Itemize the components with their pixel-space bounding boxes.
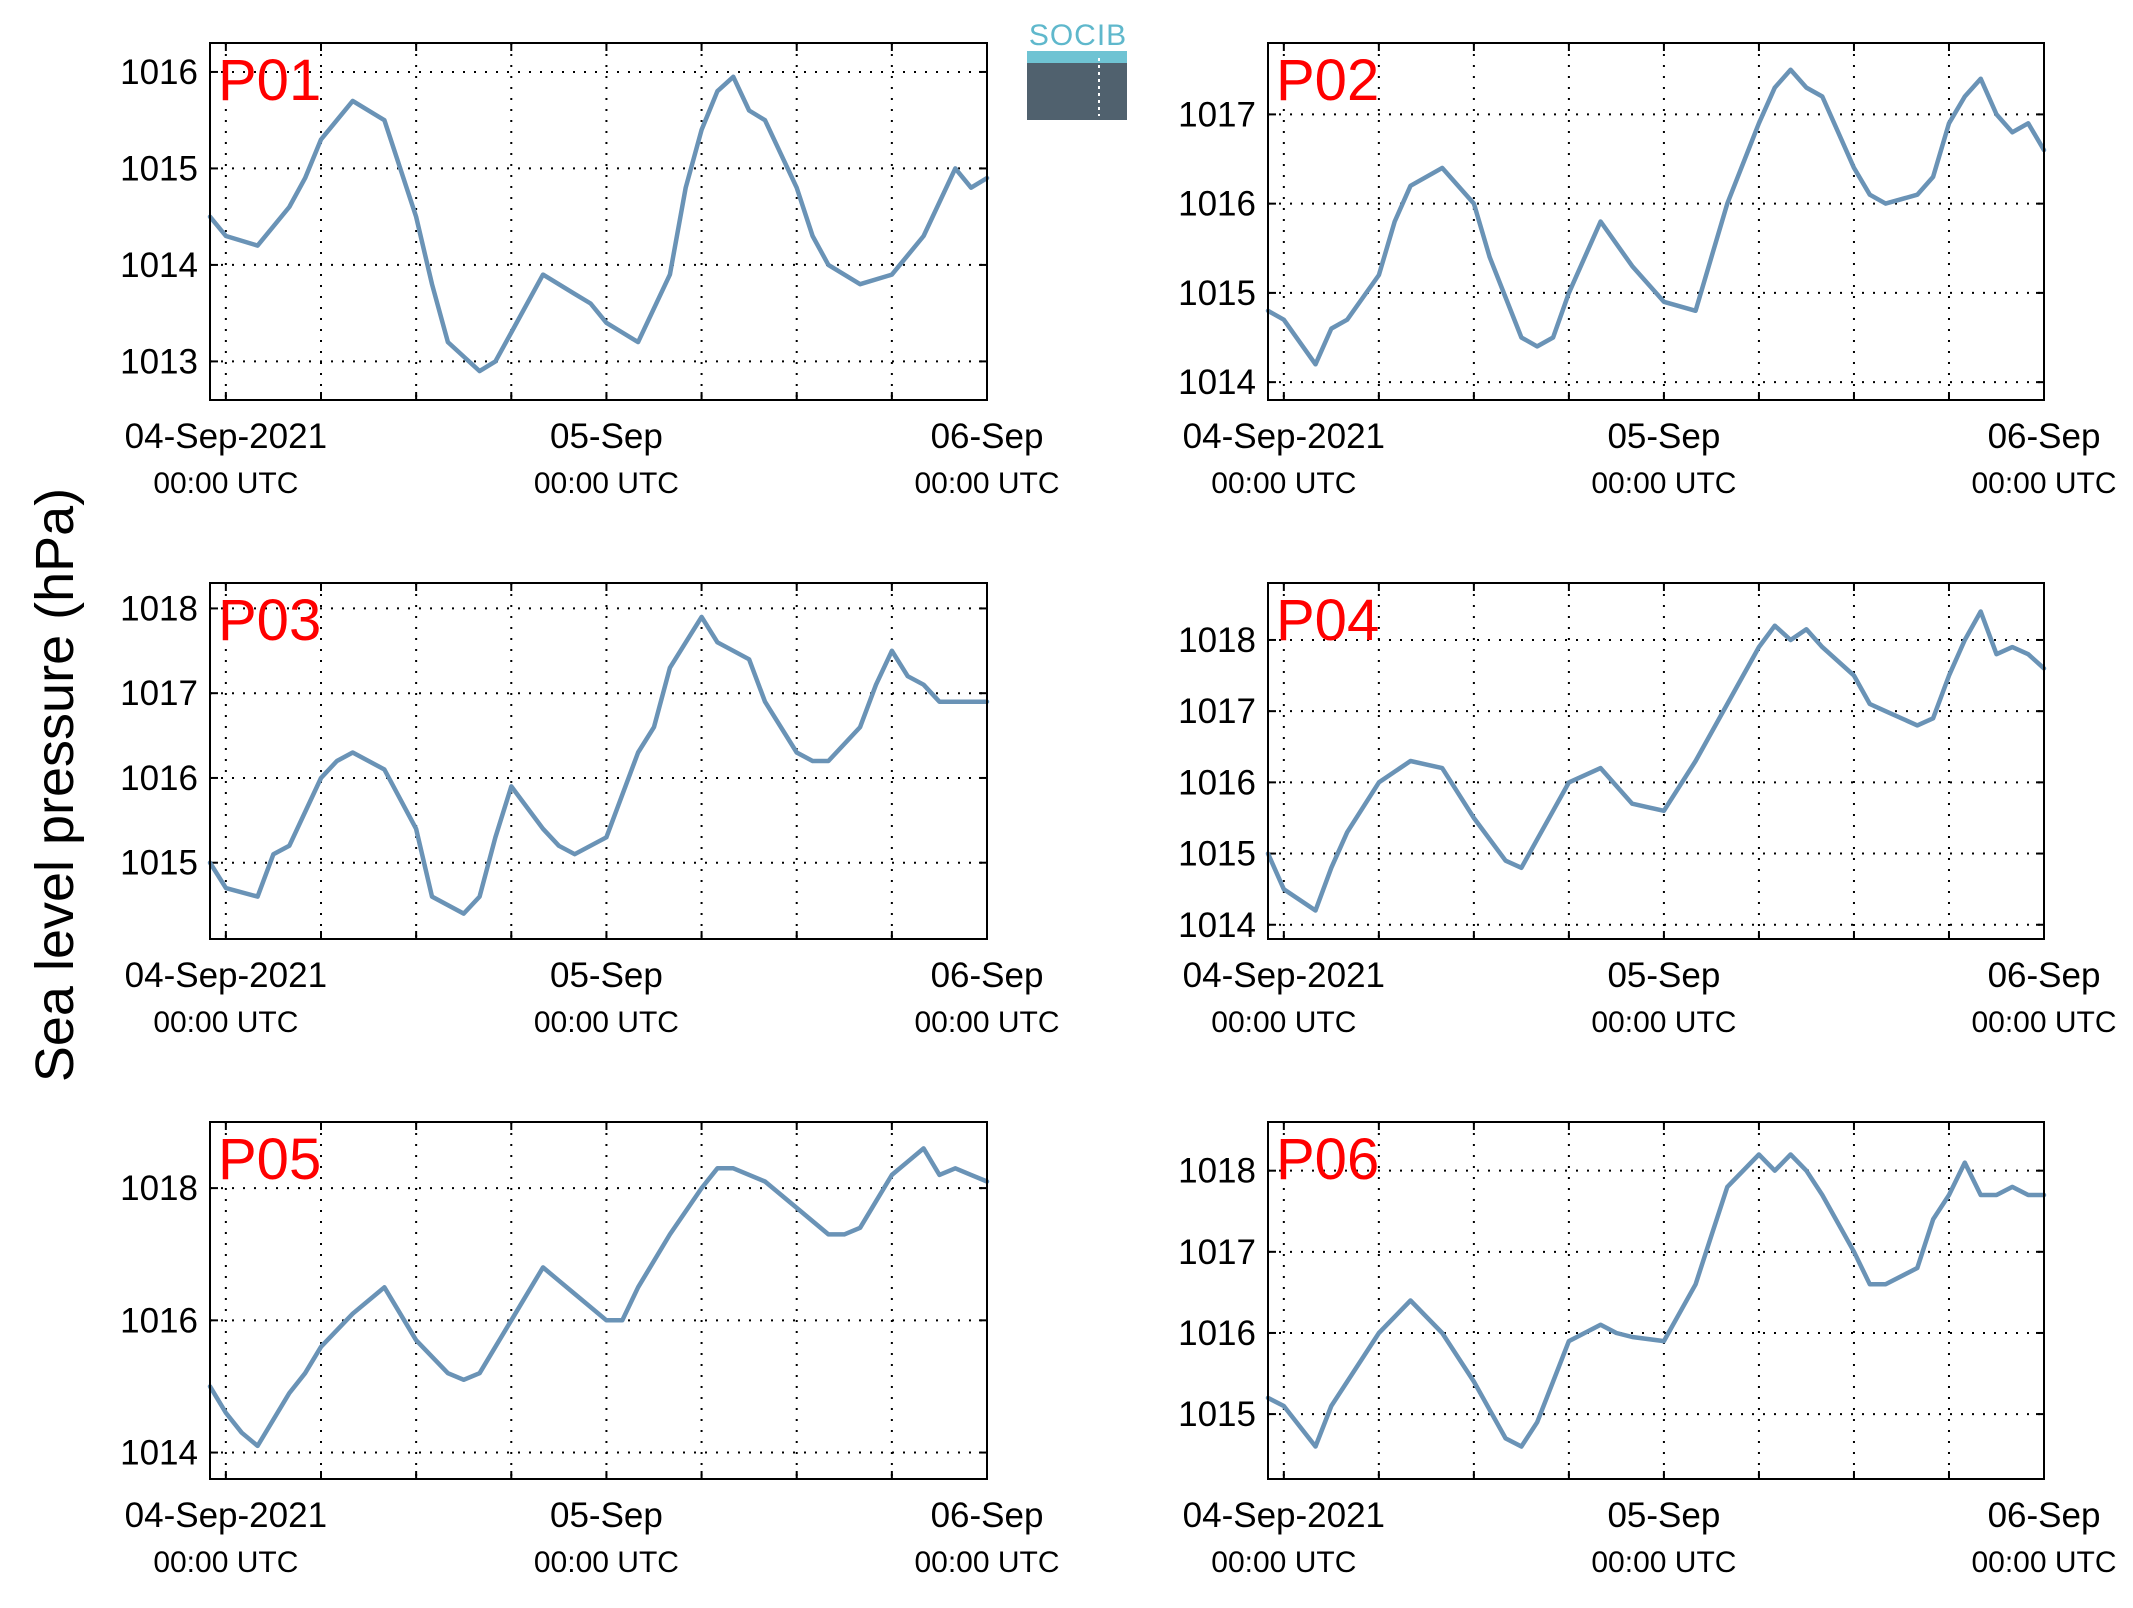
x-tick-date-label: 04-Sep-2021 — [1183, 956, 1385, 995]
x-tick-time-label: 00:00 UTC — [1971, 1006, 2116, 1039]
x-tick-time-label: 00:00 UTC — [914, 1006, 1059, 1039]
panel-title: P05 — [218, 1127, 321, 1192]
panel-title: P01 — [218, 48, 321, 113]
y-tick-label: 1018 — [120, 1169, 198, 1208]
x-tick-time-label: 00:00 UTC — [1971, 467, 2116, 500]
subplot-p02: 1014 1015 1016 1017 04-Sep-2021 00:00 UTC 05-S… — [1178, 42, 2117, 500]
x-tick-date-label: 05-Sep — [1607, 956, 1720, 995]
panel-title: P02 — [1276, 48, 1379, 113]
axes-frame — [209, 1121, 988, 1480]
axes-frame — [209, 582, 988, 940]
socib-logo: SOCIB — [1027, 19, 1127, 120]
x-tick-date-label: 04-Sep-2021 — [125, 1496, 327, 1535]
pressure-series-line — [1265, 67, 2047, 367]
axes-frame — [1267, 582, 2045, 940]
x-tick-date-label: 05-Sep — [550, 956, 663, 995]
y-tick-label: 1014 — [1178, 363, 1256, 402]
x-tick-time-label: 00:00 UTC — [914, 467, 1059, 500]
y-tick-label: 1015 — [1178, 835, 1256, 874]
pressure-series-line — [1265, 1152, 2047, 1449]
y-tick-label: 1018 — [1178, 621, 1256, 660]
x-tick-date-label: 06-Sep — [1988, 956, 2101, 995]
y-tick-label: 1017 — [1178, 692, 1256, 731]
logo-band — [1027, 51, 1127, 63]
x-tick-time-label: 00:00 UTC — [534, 467, 679, 500]
x-tick-time-label: 00:00 UTC — [914, 1546, 1059, 1579]
pressure-series-line — [1265, 609, 2047, 913]
subplot-p04: 1014 1015 1016 1017 1018 04-Sep-2021 00:00 UTC… — [1178, 582, 2117, 1039]
x-tick-time-label: 00:00 UTC — [1591, 467, 1736, 500]
axes-frame — [1267, 1121, 2045, 1480]
axes-frame — [209, 42, 988, 401]
x-tick-date-label: 04-Sep-2021 — [125, 417, 327, 456]
y-tick-label: 1016 — [120, 53, 198, 92]
pressure-series-line — [207, 614, 990, 916]
x-tick-date-label: 06-Sep — [931, 956, 1044, 995]
y-tick-label: 1016 — [120, 759, 198, 798]
panel-title: P04 — [1276, 588, 1379, 653]
pressure-series-line — [207, 74, 990, 374]
subplot-p01: 1013 1014 1015 1016 04-Sep-2021 00:00 UTC 05-S… — [120, 42, 1060, 500]
x-tick-date-label: 06-Sep — [1988, 1496, 2101, 1535]
x-tick-date-label: 05-Sep — [550, 1496, 663, 1535]
axes-frame — [1267, 42, 2045, 401]
logo-block — [1027, 63, 1127, 120]
panel-title: P06 — [1276, 1127, 1379, 1192]
y-tick-label: 1018 — [1178, 1152, 1256, 1191]
x-tick-date-label: 05-Sep — [1607, 1496, 1720, 1535]
logo-text: SOCIB — [1029, 19, 1127, 52]
x-tick-time-label: 00:00 UTC — [153, 1546, 298, 1579]
y-tick-label: 1015 — [120, 149, 198, 188]
x-tick-date-label: 06-Sep — [931, 417, 1044, 456]
x-tick-time-label: 00:00 UTC — [1211, 1006, 1356, 1039]
y-tick-label: 1018 — [120, 589, 198, 628]
x-tick-date-label: 04-Sep-2021 — [125, 956, 327, 995]
y-tick-label: 1015 — [120, 844, 198, 883]
y-tick-label: 1016 — [1178, 763, 1256, 802]
x-tick-time-label: 00:00 UTC — [534, 1006, 679, 1039]
x-tick-time-label: 00:00 UTC — [1971, 1546, 2116, 1579]
x-tick-date-label: 04-Sep-2021 — [1183, 417, 1385, 456]
y-tick-label: 1017 — [1178, 1233, 1256, 1272]
x-tick-date-label: 05-Sep — [550, 417, 663, 456]
y-tick-label: 1014 — [120, 1434, 198, 1473]
x-tick-date-label: 05-Sep — [1607, 417, 1720, 456]
subplot-p06: 1015 1016 1017 1018 04-Sep-2021 00:00 UTC 05-S… — [1178, 1121, 2117, 1579]
subplot-p03: 1015 1016 1017 1018 04-Sep-2021 00:00 UTC 05-S… — [120, 582, 1060, 1039]
x-tick-time-label: 00:00 UTC — [534, 1546, 679, 1579]
x-tick-time-label: 00:00 UTC — [153, 1006, 298, 1039]
y-axis-label: Sea level pressure (hPa) — [25, 488, 85, 1082]
y-tick-label: 1013 — [120, 342, 198, 381]
y-tick-label: 1015 — [1178, 1395, 1256, 1434]
x-tick-time-label: 00:00 UTC — [153, 467, 298, 500]
x-tick-time-label: 00:00 UTC — [1211, 467, 1356, 500]
x-tick-date-label: 06-Sep — [1988, 417, 2101, 456]
y-tick-label: 1016 — [120, 1301, 198, 1340]
y-tick-label: 1016 — [1178, 185, 1256, 224]
y-tick-label: 1017 — [1178, 95, 1256, 134]
y-tick-label: 1014 — [120, 246, 198, 285]
y-tick-label: 1014 — [1178, 906, 1256, 945]
y-tick-label: 1017 — [120, 674, 198, 713]
x-tick-date-label: 04-Sep-2021 — [1183, 1496, 1385, 1535]
subplot-p05: 1014 1016 1018 04-Sep-2021 00:00 UTC 05-Sep 00… — [120, 1121, 1060, 1579]
x-tick-date-label: 06-Sep — [931, 1496, 1044, 1535]
panel-title: P03 — [218, 588, 321, 653]
x-tick-time-label: 00:00 UTC — [1211, 1546, 1356, 1579]
y-tick-label: 1015 — [1178, 274, 1256, 313]
y-tick-label: 1016 — [1178, 1314, 1256, 1353]
pressure-series-line — [207, 1146, 990, 1449]
x-tick-time-label: 00:00 UTC — [1591, 1546, 1736, 1579]
x-tick-time-label: 00:00 UTC — [1591, 1006, 1736, 1039]
